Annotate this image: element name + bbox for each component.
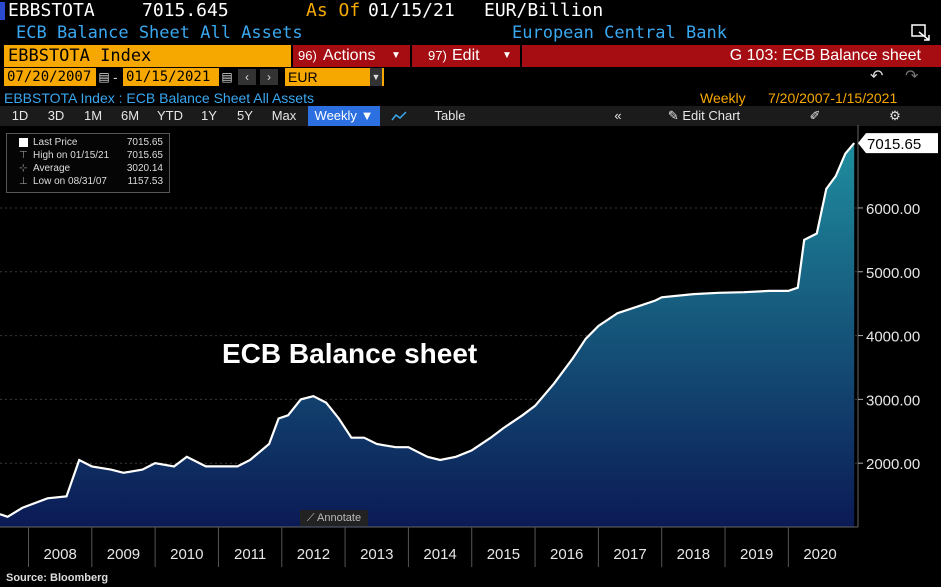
table-button[interactable]: Table: [434, 108, 466, 123]
source-name: European Central Bank: [512, 23, 727, 43]
frequency-label: Weekly: [700, 90, 746, 106]
chart-canvas: 2000.00 3000.00 4000.00 5000.00 6000.00 2008…: [0, 125, 938, 567]
period-1d[interactable]: 1D: [11, 108, 29, 123]
security-field[interactable]: EBBSTOTA Index: [4, 45, 291, 67]
security-field-value: EBBSTOTA Index: [8, 46, 152, 66]
legend-average: ⊹ Average 3020.14: [19, 163, 163, 174]
y-axis: 2000.00 3000.00 4000.00 5000.00 6000.00: [858, 201, 920, 473]
period-5y[interactable]: 5Y: [237, 108, 253, 123]
chevron-down-icon: ▼: [370, 68, 382, 86]
undo-icon[interactable]: ↶: [870, 68, 884, 85]
y-tick-label: 5000.00: [866, 265, 920, 282]
subtitle-bar: EBBSTOTA Index : ECB Balance Sheet All A…: [0, 89, 941, 107]
period-1y[interactable]: 1Y: [201, 108, 217, 123]
calendar-icon[interactable]: ▤: [220, 69, 234, 85]
legend-high: ⊤ High on 01/15/21 7015.65: [19, 150, 163, 161]
line-chart-icon[interactable]: [386, 106, 412, 126]
last-value-tag: [858, 133, 938, 154]
redo-icon[interactable]: ↷: [905, 68, 919, 85]
period-ytd[interactable]: YTD: [157, 108, 183, 123]
x-tick-label: 2019: [740, 546, 773, 563]
chart-toolbar: 1D 3D 1M 6M YTD 1Y 5Y Max Weekly ▼ Table…: [0, 106, 941, 126]
start-date-field[interactable]: 07/20/2007: [4, 68, 96, 86]
legend[interactable]: Last Price 7015.65 ⊤ High on 01/15/21 70…: [6, 133, 170, 193]
calendar-icon[interactable]: ▤: [97, 69, 111, 85]
command-bar: EBBSTOTA Index 96) Actions ▼ 97) Edit ▼ …: [0, 45, 941, 67]
y-tick-label: 2000.00: [866, 456, 920, 473]
chevron-down-icon: ▼: [391, 50, 401, 61]
asof-label: As Of: [306, 0, 361, 21]
x-axis: 2008 2009 2010 2011 2012 2013 2014 2015 2016 2017…: [27, 527, 837, 567]
pencil-icon: ✎: [667, 108, 679, 123]
x-tick-label: 2020: [803, 546, 836, 563]
chevron-down-icon: ▼: [502, 50, 512, 61]
y-tick-label: 3000.00: [866, 392, 920, 409]
series-area: [0, 143, 855, 527]
range-separator: -: [113, 69, 118, 85]
x-tick-label: 2012: [297, 546, 330, 563]
currency-select[interactable]: EUR ▼: [285, 68, 384, 86]
legend-last-price: Last Price 7015.65: [7, 136, 167, 149]
edit-button[interactable]: 97) Edit ▼: [412, 45, 520, 67]
x-tick-label: 2014: [423, 546, 456, 563]
date-range-bar: 07/20/2007 ▤ - 01/15/2021 ▤ ‹ › EUR ▼ ↶ …: [0, 68, 941, 88]
legend-low: ⊥ Low on 08/31/07 1157.53: [19, 176, 163, 187]
x-tick-label: 2013: [360, 546, 393, 563]
last-value-marker: 7015.65: [858, 133, 938, 154]
high-marker-icon: ⊤: [19, 150, 28, 161]
units-label: EUR/Billion: [484, 0, 604, 21]
asof-date: 01/15/21: [368, 0, 455, 21]
collapse-icon[interactable]: «: [614, 108, 622, 123]
pencil-icon: ⟋: [306, 512, 315, 524]
end-date-field[interactable]: 01/15/2021: [123, 68, 219, 86]
period-max[interactable]: Max: [271, 108, 297, 123]
gear-icon[interactable]: ⚙: [889, 108, 901, 123]
popout-window-icon[interactable]: [911, 24, 931, 42]
series-line: [0, 142, 856, 519]
header-bar: EBBSTOTA 7015.645 As Of 01/15/21 EUR/Bil…: [0, 0, 941, 22]
chart-subtitle: EBBSTOTA Index : ECB Balance Sheet All A…: [4, 90, 314, 106]
x-tick-label: 2010: [170, 546, 203, 563]
white-square-icon: [19, 138, 28, 147]
frequency-dropdown[interactable]: Weekly ▼: [308, 106, 380, 126]
date-range-label: 7/20/2007-1/15/2021: [768, 90, 898, 106]
y-tick-label: 4000.00: [866, 329, 920, 346]
chevron-down-icon: ▼: [360, 108, 374, 123]
security-description: ECB Balance Sheet All Assets: [16, 23, 303, 43]
chart-title: ECB Balance sheet: [222, 338, 478, 369]
x-tick-label: 2015: [487, 546, 520, 563]
x-tick-label: 2016: [550, 546, 583, 563]
draw-icon[interactable]: ✐: [809, 108, 821, 123]
period-6m[interactable]: 6M: [120, 108, 140, 123]
x-tick-label: 2011: [234, 546, 266, 563]
source-note: Source: Bloomberg: [6, 572, 109, 584]
x-tick-label: 2018: [677, 546, 710, 563]
chevron-left-icon[interactable]: ‹: [238, 69, 256, 85]
average-marker-icon: ⊹: [19, 163, 28, 174]
description-bar: ECB Balance Sheet All Assets European Ce…: [0, 22, 941, 44]
period-3d[interactable]: 3D: [47, 108, 65, 123]
ticker[interactable]: EBBSTOTA: [8, 0, 95, 21]
y-tick-label: 6000.00: [866, 201, 920, 218]
x-tick-label: 2017: [613, 546, 646, 563]
edit-chart-button[interactable]: ✎ Edit Chart: [667, 108, 741, 123]
last-price: 7015.645: [142, 0, 229, 21]
annotate-button[interactable]: ⟋ Annotate: [300, 510, 368, 526]
graph-title-bar: G 103: ECB Balance sheet: [522, 45, 941, 67]
x-tick-label: 2008: [43, 546, 76, 563]
last-value-label: 7015.65: [867, 136, 921, 153]
low-marker-icon: ⊥: [19, 176, 28, 187]
period-1m[interactable]: 1M: [83, 108, 103, 123]
ticker-marker: [0, 2, 5, 20]
actions-button[interactable]: 96) Actions ▼: [293, 45, 410, 67]
chevron-right-icon[interactable]: ›: [260, 69, 278, 85]
x-tick-label: 2009: [107, 546, 140, 563]
